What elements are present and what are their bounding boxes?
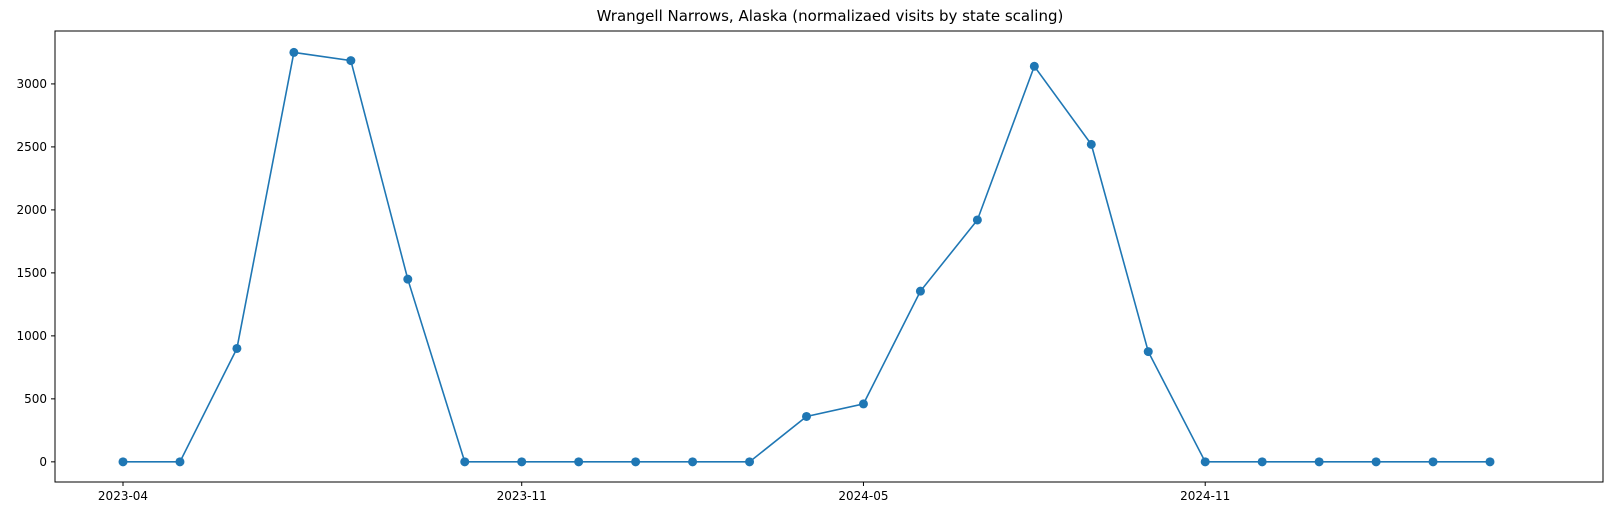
x-tick-label: 2023-04: [98, 489, 148, 503]
data-point: [460, 457, 470, 467]
data-point: [175, 457, 185, 467]
x-tick-label: 2024-05: [838, 489, 888, 503]
y-tick-label: 500: [24, 392, 47, 406]
data-point: [1086, 139, 1096, 149]
x-tick-label: 2024-11: [1180, 489, 1230, 503]
data-point: [915, 286, 925, 296]
plot-area-frame: [54, 30, 1604, 483]
x-axis: 2023-04 2023-11 2024-05 2024-11: [98, 482, 1230, 503]
data-point: [1200, 457, 1210, 467]
y-tick-label: 1000: [16, 329, 47, 343]
data-point: [688, 457, 698, 467]
data-point: [118, 457, 128, 467]
y-tick-label: 2000: [16, 203, 47, 217]
y-tick-label: 3000: [16, 77, 47, 91]
series-layer: [118, 47, 1495, 467]
data-point: [346, 56, 356, 66]
data-point: [1029, 61, 1039, 71]
y-axis: 0 500 1000 1500 2000 2500 3000: [16, 77, 55, 469]
data-point: [631, 457, 641, 467]
data-point: [1485, 457, 1495, 467]
data-point: [1428, 457, 1438, 467]
y-tick-label: 1500: [16, 266, 47, 280]
data-point: [289, 47, 299, 57]
data-point: [403, 274, 413, 284]
data-point: [1314, 457, 1324, 467]
data-point: [972, 215, 982, 225]
y-tick-label: 2500: [16, 140, 47, 154]
data-point: [574, 457, 584, 467]
data-point: [1143, 347, 1153, 357]
data-point: [517, 457, 527, 467]
data-point: [802, 411, 811, 421]
data-point: [745, 457, 755, 467]
data-point: [232, 343, 242, 353]
data-point: [1371, 457, 1381, 467]
data-point: [858, 399, 868, 409]
chart-title: Wrangell Narrows, Alaska (normalizaed vi…: [597, 7, 1064, 25]
y-tick-label: 0: [39, 455, 47, 469]
data-point: [1257, 457, 1267, 467]
x-tick-label: 2023-11: [497, 489, 547, 503]
series-line: [123, 51, 1490, 463]
